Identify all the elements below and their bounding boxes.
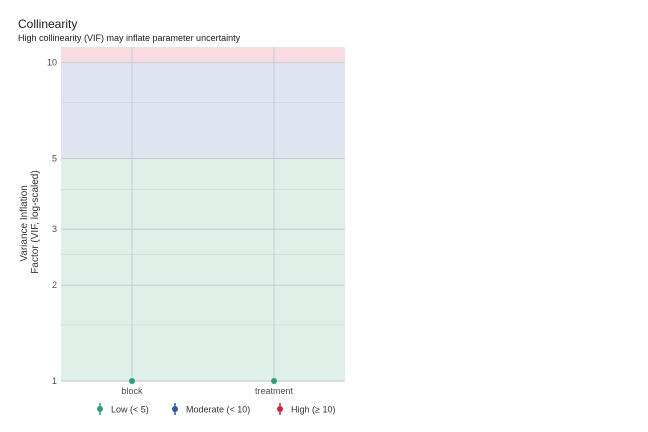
zone-band-1: [61, 62, 345, 159]
y-axis-title-line-1: Variance Inflation: [19, 185, 30, 262]
legend-key-dot-1: [172, 406, 178, 412]
y-tick-label-1: 2: [52, 280, 57, 290]
y-axis-title: Variance Inflation Factor (VIF, log-scal…: [19, 170, 41, 273]
zone-band-0: [61, 158, 345, 381]
x-tick-label-0: block: [121, 386, 143, 396]
chart-subtitle: High collinearity (VIF) may inflate para…: [18, 33, 241, 43]
y-tick-label-0: 1: [52, 376, 57, 386]
legend-key-dot-2: [277, 406, 283, 412]
y-tick-label-4: 10: [47, 58, 57, 68]
y-tick-label-2: 3: [52, 224, 57, 234]
legend-label-2: High (≥ 10): [291, 405, 335, 415]
point-treatment: [271, 378, 277, 384]
y-axis-ticks: 1 2 3 5 10: [47, 58, 57, 386]
legend-label-1: Moderate (< 10): [186, 405, 250, 415]
x-axis-ticks: block treatment: [121, 386, 293, 396]
point-block: [129, 378, 135, 384]
legend-label-0: Low (< 5): [111, 405, 149, 415]
y-tick-label-3: 5: [52, 153, 57, 163]
data-points: [129, 378, 277, 384]
legend-key-dot-0: [97, 406, 103, 412]
chart-title: Collinearity: [18, 17, 77, 31]
y-axis-title-line-2: Factor (VIF, log-scaled): [30, 170, 41, 273]
risk-zones: [61, 47, 345, 381]
gridlines: [61, 47, 345, 382]
legend: Low (< 5) Moderate (< 10) High (≥ 10): [97, 403, 335, 415]
x-tick-label-1: treatment: [255, 386, 294, 396]
zone-band-2: [61, 47, 345, 63]
